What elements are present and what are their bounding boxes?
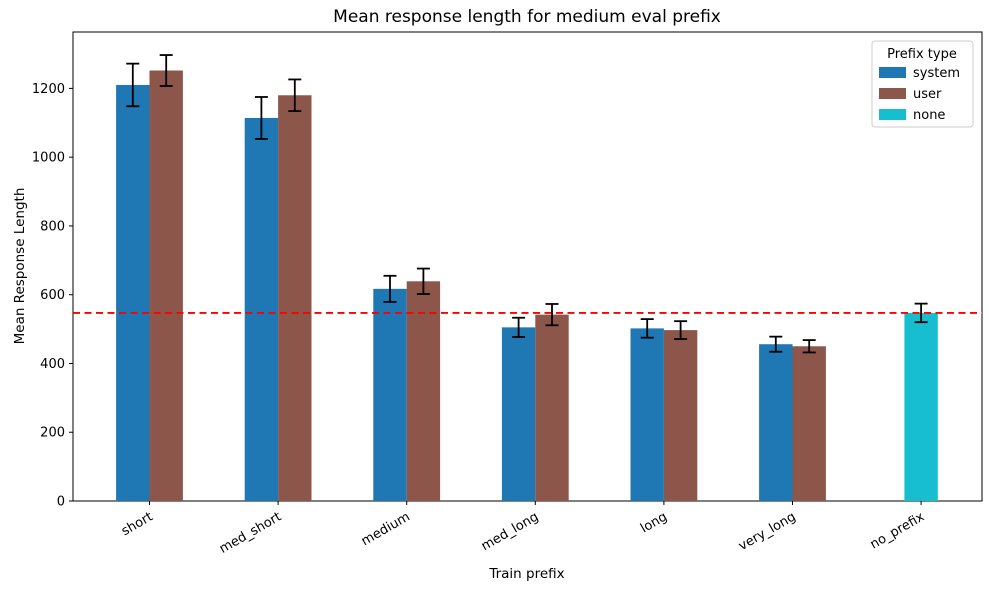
bar-user-very_long	[792, 346, 826, 501]
y-tick-label: 400	[40, 357, 65, 372]
bar-system-very_long	[759, 344, 793, 501]
legend-swatch-none	[879, 109, 906, 120]
legend: Prefix type system user none	[871, 40, 974, 128]
y-axis-label: Mean Response Length	[12, 188, 28, 345]
y-tick-label: 1200	[32, 82, 65, 97]
bar-user-short	[149, 70, 183, 502]
y-tick-label: 600	[40, 288, 65, 303]
legend-label-none: none	[913, 108, 945, 123]
chart-title: Mean response length for medium eval pre…	[333, 7, 721, 27]
y-tick-label: 1000	[32, 151, 65, 166]
bar-user-med_short	[278, 95, 312, 502]
bar-user-medium	[406, 281, 441, 501]
legend-box	[871, 40, 974, 128]
bar-none-no_prefix	[904, 312, 938, 501]
y-tick-label: 200	[40, 426, 65, 441]
bar-user-long	[663, 330, 698, 501]
legend-swatch-system	[879, 67, 906, 78]
y-tick-label: 0	[57, 495, 65, 510]
plot-content: 0 200 400 600 800 1000 1200 short med_short mediu…	[32, 54, 982, 557]
x-tick-label-medium: medium	[359, 509, 413, 549]
bar-system-long	[630, 328, 664, 501]
legend-label-user: user	[913, 87, 942, 102]
x-tick-label-very_long: very_long	[736, 509, 798, 554]
legend-swatch-user	[879, 88, 906, 99]
y-tick-label: 800	[40, 219, 65, 234]
bar-user-med_long	[535, 314, 569, 501]
x-tick-label-long: long	[638, 509, 670, 536]
legend-label-system: system	[913, 66, 960, 81]
bar-system-med_short	[244, 117, 279, 501]
bar-system-med_long	[501, 327, 536, 501]
bar-system-short	[116, 84, 150, 502]
x-tick-label-no_prefix: no_prefix	[868, 509, 928, 552]
legend-title: Prefix type	[887, 47, 957, 62]
x-tick-label-short: short	[119, 509, 155, 539]
x-axis-label: Train prefix	[488, 566, 564, 582]
x-tick-label-med_short: med_short	[217, 509, 284, 556]
x-tick-label-med_long: med_long	[479, 509, 541, 554]
bar-system-medium	[373, 288, 407, 501]
